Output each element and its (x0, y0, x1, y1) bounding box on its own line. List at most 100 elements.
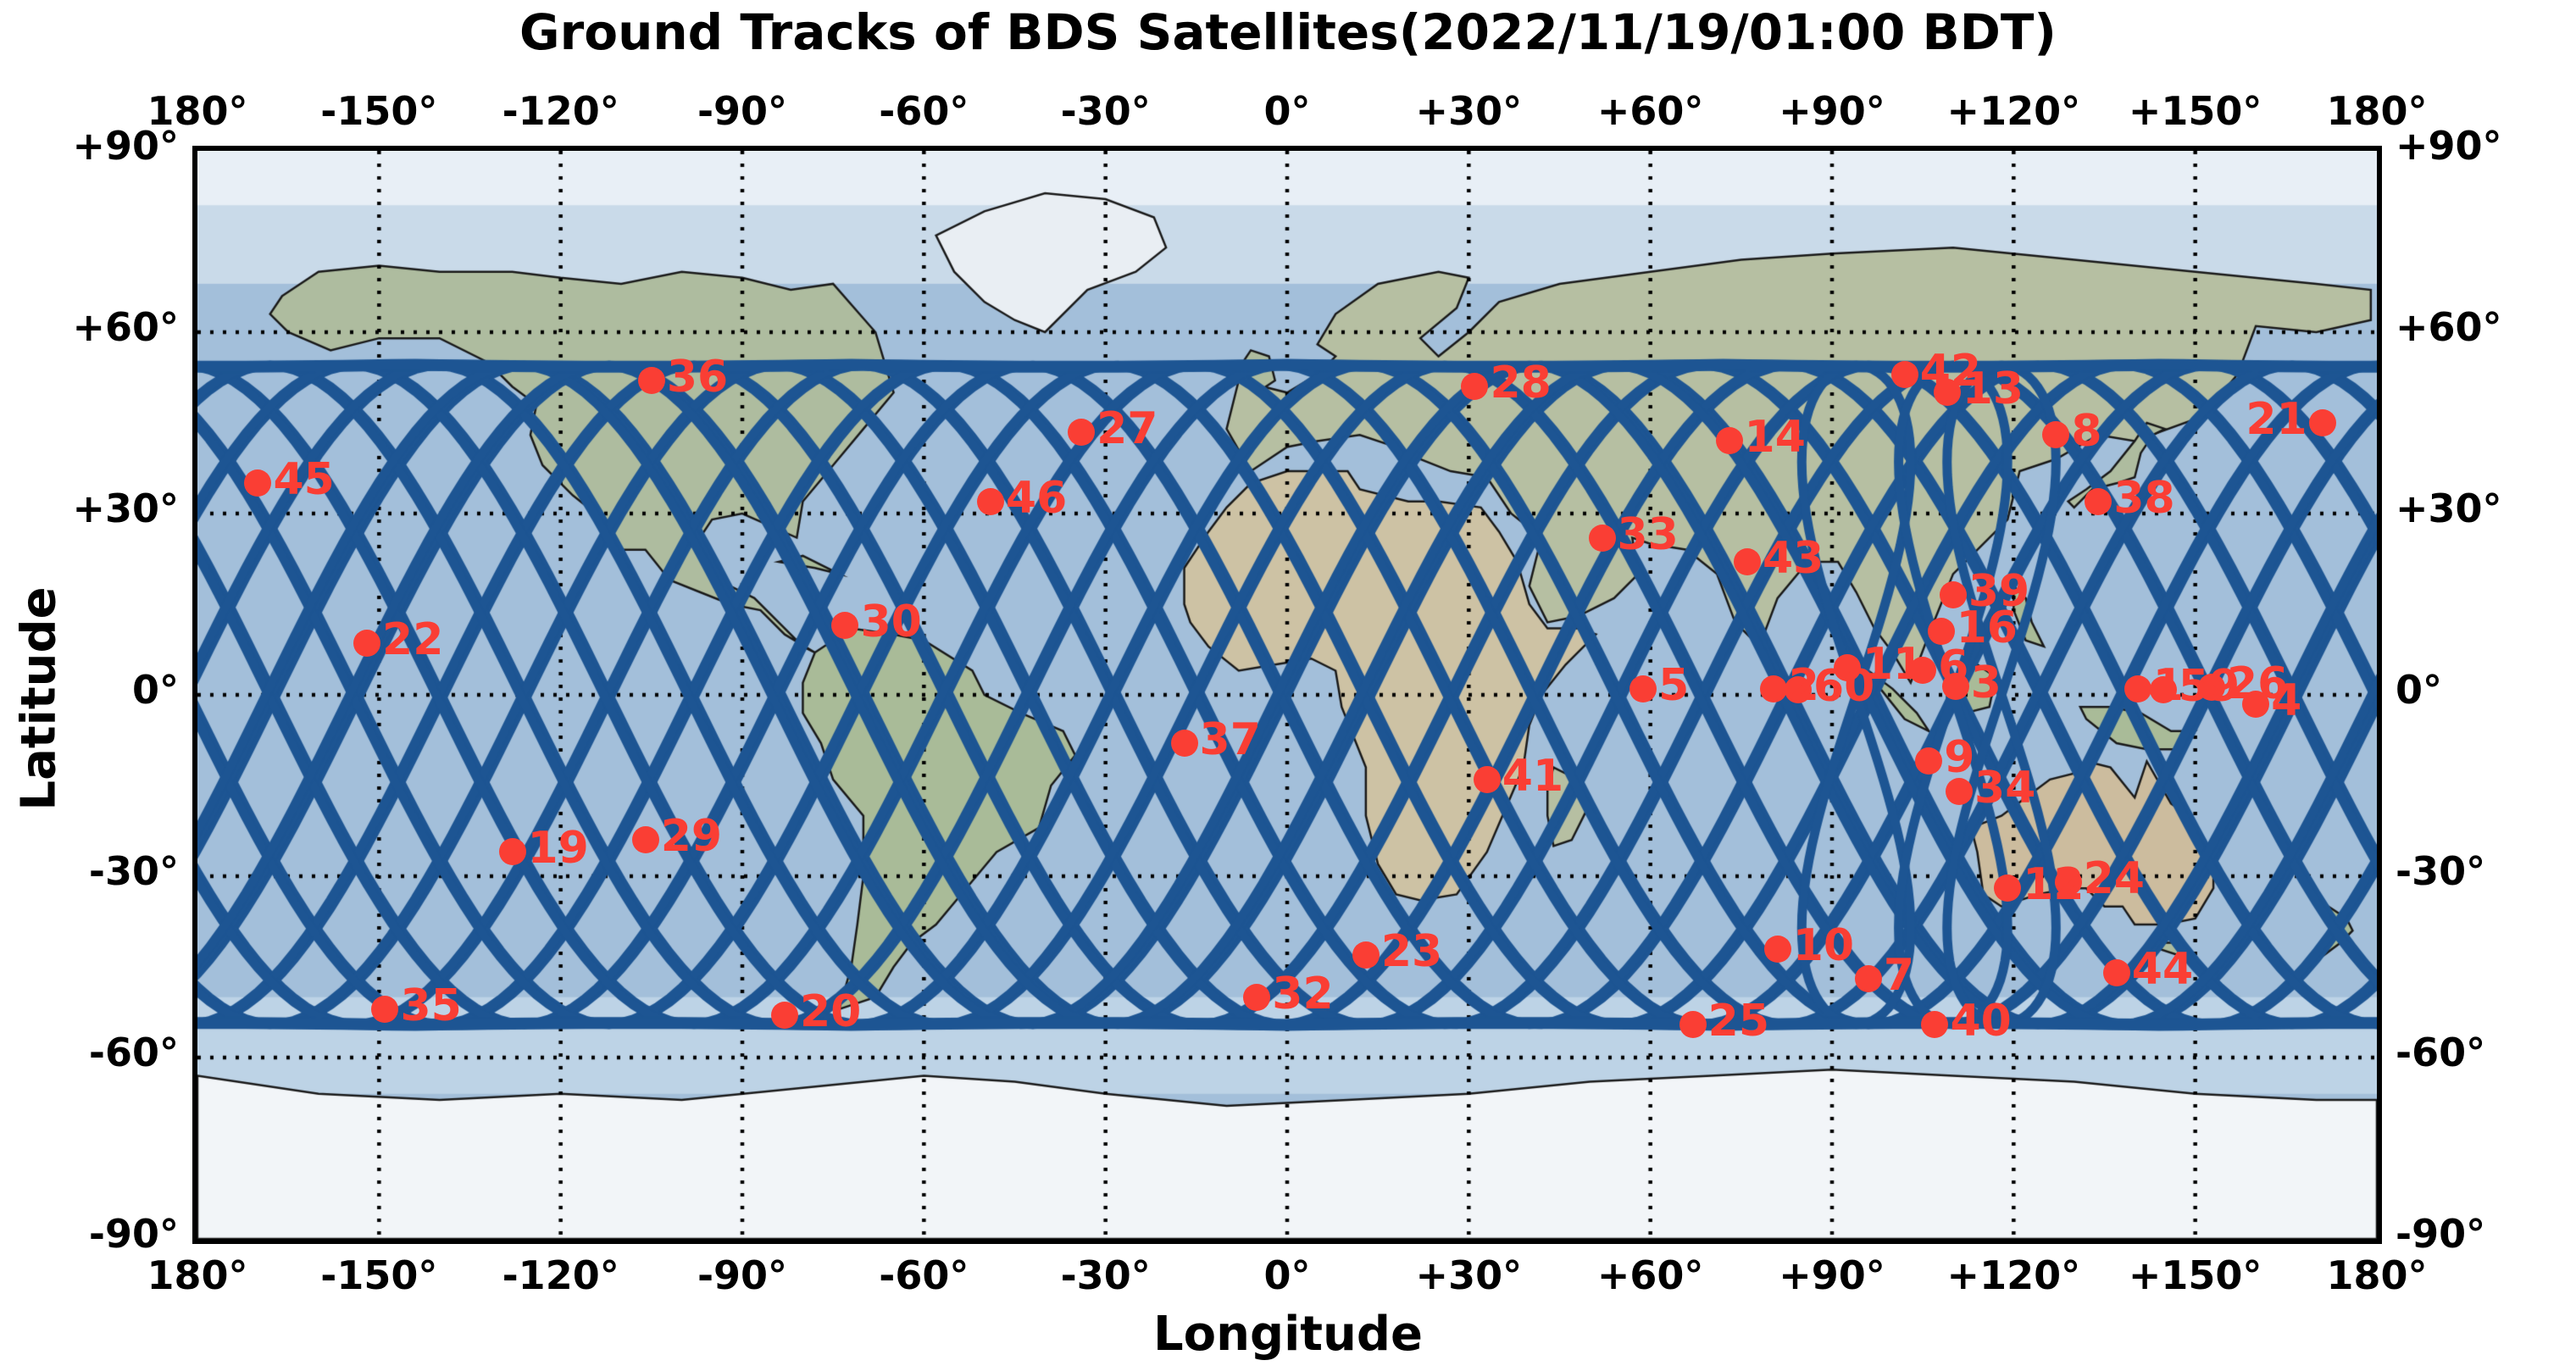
satellite-dot (637, 367, 665, 395)
satellite-label: 26 (2226, 658, 2289, 710)
satellite-dot (1946, 778, 1974, 806)
satellite-label: 33 (1617, 508, 1679, 560)
x-tick-label-bottom: -120° (502, 1252, 619, 1298)
satellite-label: 30 (860, 596, 922, 647)
satellite-dot (1068, 418, 1096, 446)
satellite-dot (1933, 379, 1961, 407)
satellite-label: 32 (1272, 968, 1334, 1019)
satellite-dot (1941, 673, 1969, 700)
satellite-dot (1890, 360, 1918, 388)
x-tick-label-bottom: -150° (320, 1252, 438, 1298)
x-tick-label-bottom: 0° (1263, 1252, 1311, 1298)
y-tick-label-right: +30° (2396, 486, 2502, 531)
x-tick-label-bottom: -90° (697, 1252, 788, 1298)
x-tick-label-top: +90° (1779, 88, 1885, 134)
satellite-dot (2308, 409, 2336, 436)
satellite-dot (1921, 1010, 1949, 1038)
x-tick-label-bottom: -60° (879, 1252, 969, 1298)
y-tick-label-right: +90° (2396, 123, 2502, 169)
satellite-dot (1733, 548, 1761, 576)
satellite-label: 13 (1962, 364, 2024, 415)
satellite-label: 12 (2023, 859, 2085, 911)
satellite-label: 6 (1938, 641, 1969, 693)
satellite-dot (2102, 959, 2130, 987)
satellite-label: 37 (1199, 714, 1261, 766)
satellite-dot (353, 630, 381, 658)
x-tick-label-top: 180° (2326, 88, 2428, 134)
y-tick-label-left: 0° (131, 667, 179, 713)
satellite-label: 5 (1658, 659, 1690, 711)
satellite-dot (1170, 730, 1198, 758)
satellite-label: 36 (666, 352, 729, 403)
x-tick-label-top: -90° (697, 88, 788, 134)
satellite-dot (2085, 487, 2112, 515)
satellite-label: 10 (1792, 919, 1855, 971)
satellite-label: 7 (1883, 950, 1915, 1002)
plot-area: 45 36 27 46 22 30 19 29 35 20 37 32 23 41 28 33 14 43 42 13… (192, 146, 2382, 1244)
y-tick-label-left: +90° (72, 123, 179, 169)
y-tick-label-left: -60° (88, 1030, 179, 1075)
satellite-dot (1352, 941, 1380, 969)
satellite-dot (1473, 765, 1501, 793)
satellite-label: 11 (1862, 638, 1924, 690)
satellite-label: 42 (1919, 345, 1982, 397)
y-tick-label-right: +60° (2396, 304, 2502, 350)
x-tick-label-bottom: 180° (147, 1252, 248, 1298)
satellite-label: 46 (1005, 472, 1068, 524)
x-tick-label-top: +30° (1415, 88, 1523, 134)
satellite-dot (771, 1002, 798, 1030)
satellite-label: 22 (382, 614, 444, 666)
x-tick-label-top: -120° (502, 88, 619, 134)
satellite-dot (2242, 690, 2270, 718)
satellite-dot (1461, 373, 1489, 401)
world-map-canvas (197, 151, 2377, 1239)
x-tick-label-top: 0° (1263, 88, 1311, 134)
satellite-label: 1 (2152, 659, 2184, 711)
y-tick-label-left: +60° (72, 304, 179, 350)
satellite-label: 59 (2178, 661, 2240, 713)
satellite-dot (2054, 869, 2082, 897)
x-tick-label-bottom: +30° (1415, 1252, 1523, 1298)
satellite-dot (1927, 618, 1955, 646)
satellite-label: 3 (1970, 658, 2001, 708)
satellite-dot (2124, 675, 2151, 702)
satellite-label: 24 (2083, 853, 2145, 905)
satellite-label: 29 (660, 811, 723, 863)
satellite-label: 16 (1956, 602, 2018, 654)
satellite-label: 43 (1762, 533, 1824, 585)
satellite-dot (976, 487, 1004, 515)
satellite-dot (1833, 653, 1861, 681)
x-tick-label-top: +120° (1946, 88, 2081, 134)
satellite-dot (2042, 421, 2070, 449)
satellite-dot (1759, 675, 1787, 702)
chart-title: Ground Tracks of BDS Satellites(2022/11/… (519, 3, 2057, 61)
satellite-dot (1854, 965, 1882, 993)
satellite-label: 41 (1502, 750, 1564, 802)
satellite-label: 9 (1944, 732, 1975, 784)
satellite-dot (631, 826, 659, 854)
x-tick-label-top: 180° (147, 88, 248, 134)
satellite-label: 20 (800, 986, 862, 1038)
x-tick-label-top: +150° (2128, 88, 2262, 134)
satellite-label: 45 (273, 454, 335, 506)
y-tick-label-left: -90° (88, 1211, 179, 1257)
x-tick-label-bottom: 180° (2326, 1252, 2428, 1298)
satellite-dot (1715, 427, 1743, 455)
y-tick-label-left: +30° (72, 486, 179, 531)
x-tick-label-bottom: +90° (1779, 1252, 1885, 1298)
x-tick-label-bottom: -30° (1060, 1252, 1151, 1298)
satellite-label: 4 (2271, 675, 2302, 726)
y-tick-label-right: -30° (2396, 848, 2486, 894)
satellite-label: 21 (2246, 394, 2307, 445)
satellite-label: 27 (1096, 403, 1158, 454)
x-axis-title: Longitude (1152, 1307, 1423, 1362)
satellite-dot (371, 995, 399, 1023)
satellite-dot (1994, 875, 2022, 902)
y-tick-label-right: 0° (2396, 667, 2443, 713)
satellite-dot (2197, 674, 2225, 702)
x-tick-label-top: -60° (879, 88, 969, 134)
satellite-dot (1784, 676, 1812, 704)
x-tick-label-bottom: +120° (1946, 1252, 2081, 1298)
satellite-dot (1629, 675, 1657, 702)
satellite-label: 39 (1968, 566, 2030, 618)
